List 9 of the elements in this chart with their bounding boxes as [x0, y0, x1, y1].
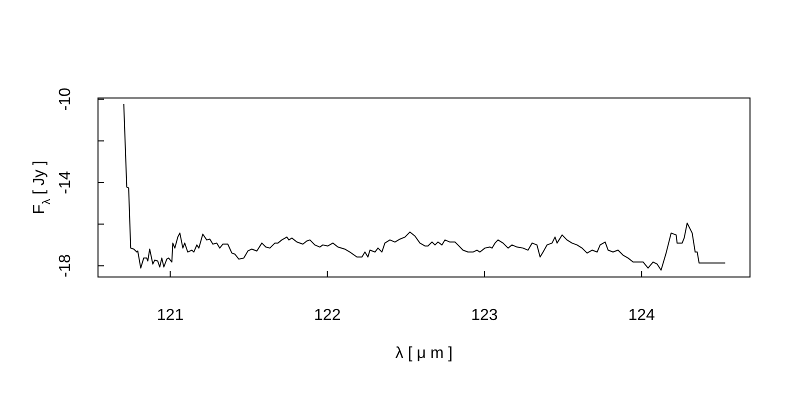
x-tick-label: 123 — [471, 307, 498, 324]
x-tick-label: 121 — [156, 307, 184, 324]
x-axis-title: λ [ μ m ] — [395, 345, 453, 362]
y-tick-label: -14 — [57, 170, 74, 194]
y-tick-label: -10 — [57, 88, 74, 111]
y-tick-label: -18 — [57, 254, 74, 278]
line-series — [123, 104, 726, 271]
x-tick-label: 122 — [314, 307, 341, 324]
x-tick-label: 124 — [628, 307, 656, 324]
